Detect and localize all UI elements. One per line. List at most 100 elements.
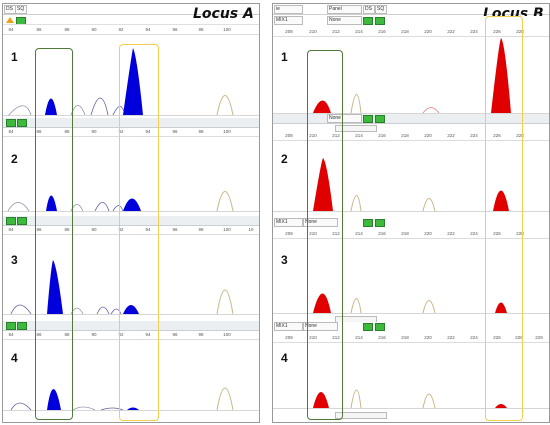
tick: 214 (355, 231, 363, 236)
locus-b-toolbar: ie Panel DS SQ (273, 4, 549, 15)
filter-cell[interactable]: None (327, 114, 362, 123)
sample-id-cell[interactable]: MIX1 (274, 16, 303, 25)
tick: 218 (401, 335, 409, 340)
tick: 92 (118, 332, 124, 337)
horizontal-scrollbar[interactable] (335, 412, 387, 419)
green-button[interactable] (375, 115, 385, 123)
lane-4-trace (3, 340, 259, 412)
green-button[interactable] (17, 119, 27, 127)
tick: 96 (172, 227, 178, 232)
tick: 212 (332, 231, 340, 236)
tick: 224 (470, 29, 478, 34)
tick: 84 (8, 332, 14, 337)
ds-cell[interactable]: DS (363, 5, 375, 14)
lane-1-number: 1 (281, 50, 288, 64)
tick: 224 (470, 133, 478, 138)
tick: 100 (223, 332, 231, 337)
tick: 90 (91, 27, 97, 32)
tick: 100 (223, 27, 231, 32)
tick: 84 (8, 129, 14, 134)
lane-1-trace (3, 36, 259, 116)
lane-2-trace (3, 136, 259, 212)
lane-3-toolbar (3, 216, 259, 226)
lane-3-number: 3 (11, 253, 18, 267)
lane-1-trace (273, 36, 549, 114)
tick: 84 (8, 27, 14, 32)
tick: 228 (516, 29, 524, 34)
sample-id-cell[interactable]: MIX1 (274, 322, 303, 331)
tick: 208 (285, 133, 293, 138)
tick: 218 (401, 29, 409, 34)
warning-icon[interactable] (6, 17, 14, 23)
lane-1-axis: 84 86 88 90 92 94 96 98 100 (3, 26, 259, 35)
lane-4-toolbar: MIX1 None (273, 322, 549, 331)
lane-2-toolbar: None (273, 114, 549, 124)
green-button[interactable] (375, 219, 385, 227)
tick: 92 (118, 27, 124, 32)
tick: 88 (64, 129, 70, 134)
green-button[interactable] (375, 323, 385, 331)
tick: 210 (309, 231, 317, 236)
filter-cell[interactable]: None (303, 218, 338, 227)
tick: 88 (64, 332, 70, 337)
lane-3-trace (3, 236, 259, 316)
tick: 226 (493, 133, 501, 138)
tick: 226 (493, 335, 501, 340)
tick: 94 (145, 27, 151, 32)
tick: 94 (145, 227, 151, 232)
tick: 212 (332, 133, 340, 138)
lane-2-trace (273, 140, 549, 212)
lane-2-number: 2 (281, 152, 288, 166)
name-cell[interactable]: ie (274, 5, 303, 14)
tick: 216 (378, 133, 386, 138)
separator (3, 24, 259, 25)
filter-cell[interactable]: None (327, 16, 362, 25)
tick: 86 (36, 129, 42, 134)
sample-id-cell[interactable]: MIX1 (274, 218, 303, 227)
tick: 86 (36, 227, 42, 232)
tick: 98 (198, 227, 204, 232)
tick: 229 (535, 335, 543, 340)
tick: 226 (493, 231, 501, 236)
locus-a-panel: DS SQ Locus A 84 86 88 90 92 94 96 98 10… (2, 3, 260, 423)
tick: 220 (424, 335, 432, 340)
tick: 214 (355, 133, 363, 138)
tick: 10 (248, 227, 254, 232)
horizontal-scrollbar[interactable] (335, 125, 377, 132)
tick: 212 (332, 335, 340, 340)
tick: 96 (172, 332, 178, 337)
tick: 208 (285, 335, 293, 340)
green-button[interactable] (6, 217, 16, 225)
green-highlight-box (307, 50, 343, 420)
tick: 86 (36, 332, 42, 337)
green-button[interactable] (6, 322, 16, 330)
sq-cell[interactable]: SQ (15, 5, 27, 14)
tick: 216 (378, 29, 386, 34)
green-button[interactable] (363, 17, 373, 25)
tick: 90 (91, 227, 97, 232)
green-button[interactable] (363, 115, 373, 123)
tick: 218 (401, 231, 409, 236)
lane-4-axis: 208 210 212 214 216 218 220 222 224 226 … (273, 334, 549, 343)
filter-cell[interactable]: None (303, 322, 338, 331)
lane-3-axis: 84 86 88 90 92 94 96 98 100 10 (3, 226, 259, 235)
tick: 100 (223, 129, 231, 134)
green-button[interactable] (375, 17, 385, 25)
green-button[interactable] (6, 119, 16, 127)
lane-2-axis: 84 86 88 90 92 94 96 98 100 (3, 128, 259, 137)
tick: 222 (447, 133, 455, 138)
tick: 220 (424, 29, 432, 34)
tick: 98 (198, 27, 204, 32)
lane-3-trace (273, 238, 549, 314)
tick: 228 (515, 335, 523, 340)
tick: 100 (223, 227, 231, 232)
lane-4-toolbar (3, 321, 259, 331)
green-button[interactable] (17, 322, 27, 330)
tick: 222 (447, 29, 455, 34)
panel-cell[interactable]: Panel (327, 5, 362, 14)
green-button[interactable] (17, 217, 27, 225)
sq-cell[interactable]: SQ (375, 5, 387, 14)
green-button[interactable] (363, 219, 373, 227)
green-button[interactable] (363, 323, 373, 331)
tick: 228 (516, 231, 524, 236)
